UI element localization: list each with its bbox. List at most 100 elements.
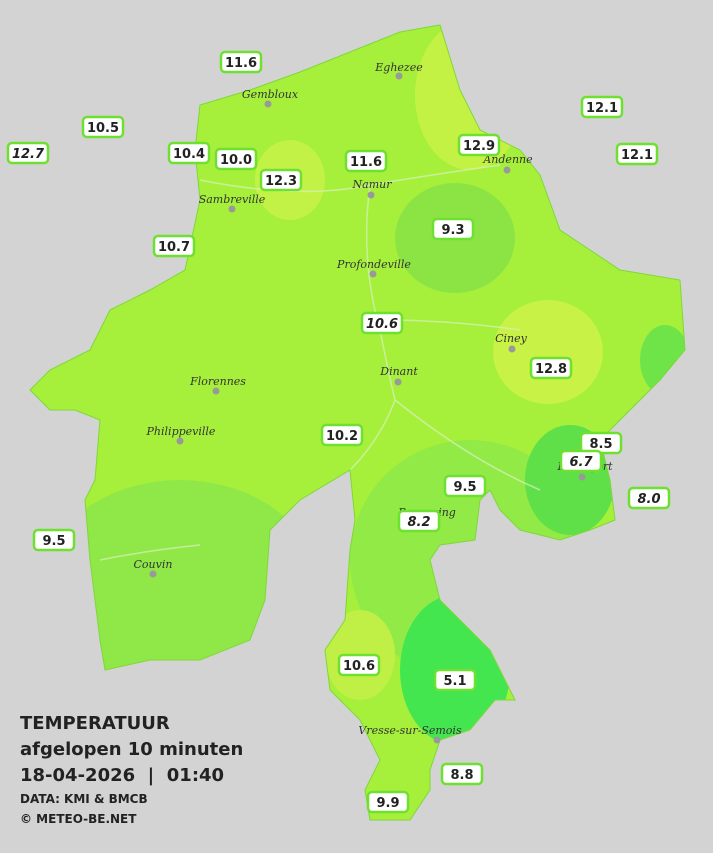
caption-subtitle: afgelopen 10 minuten: [20, 739, 243, 760]
station-reading: 10.4: [167, 141, 211, 165]
city-dot: [503, 166, 511, 174]
city-dot: [395, 72, 403, 80]
reading-box: [457, 133, 501, 157]
reading-value: 10.6: [366, 317, 398, 332]
caption-title: TEMPERATUUR: [20, 713, 170, 734]
city-label: Vresse-sur-Semois: [358, 724, 462, 737]
station-reading: 9.9: [366, 790, 410, 814]
caption-credit: © METEO-BE.NET: [20, 812, 137, 826]
city-dot: [149, 570, 157, 578]
reading-value: 12.9: [463, 139, 495, 154]
city-label: Profondeville: [336, 258, 411, 271]
reading-box: [440, 762, 484, 786]
station-reading: 8.8: [440, 762, 484, 786]
city-label: Florennes: [189, 375, 246, 388]
reading-value: 10.0: [220, 153, 252, 168]
reading-box: [32, 528, 76, 552]
city-dot: [367, 191, 375, 199]
station-reading: 10.6: [360, 311, 404, 335]
station-reading: 5.1: [433, 668, 477, 692]
station-reading: 9.3: [431, 217, 475, 241]
city-label: Sambreville: [199, 193, 266, 206]
reading-value: 12.1: [621, 148, 653, 163]
reading-value: 5.1: [443, 674, 466, 689]
city-label: Philippeville: [146, 425, 216, 438]
reading-box: [214, 147, 258, 171]
reading-box: [152, 234, 196, 258]
reading-box: [397, 509, 441, 533]
reading-value: 8.8: [450, 768, 473, 783]
station-reading: 11.6: [344, 149, 388, 173]
station-reading: 12.3: [259, 168, 303, 192]
station-reading: 8.2: [397, 509, 441, 533]
station-reading: 11.6: [219, 50, 263, 74]
reading-value: 9.5: [453, 480, 476, 495]
station-reading: 10.6: [337, 653, 381, 677]
reading-value: 8.5: [589, 437, 612, 452]
station-reading: 10.5: [81, 115, 125, 139]
reading-box: [431, 217, 475, 241]
station-reading: 12.7: [6, 141, 50, 165]
reading-box: [81, 115, 125, 139]
station-reading: 9.5: [32, 528, 76, 552]
reading-box: [360, 311, 404, 335]
reading-value: 8.2: [407, 515, 430, 530]
reading-box: [443, 474, 487, 498]
station-reading: 10.0: [214, 147, 258, 171]
reading-box: [167, 141, 211, 165]
reading-value: 10.5: [87, 121, 119, 136]
reading-box: [580, 95, 624, 119]
reading-value: 8.0: [637, 492, 660, 507]
city-label: Eghezee: [374, 61, 423, 74]
reading-value: 12.1: [586, 101, 618, 116]
reading-box: [615, 142, 659, 166]
caption-source: DATA: KMI & BMCB: [20, 792, 148, 806]
city-dot: [369, 270, 377, 278]
caption-datetime: 18-04-2026 | 01:40: [20, 765, 224, 786]
city-dot: [212, 387, 220, 395]
station-reading: 12.1: [615, 142, 659, 166]
reading-box: [6, 141, 50, 165]
station-reading: 12.1: [580, 95, 624, 119]
reading-value: 9.3: [441, 223, 464, 238]
reading-value: 9.9: [376, 796, 399, 811]
station-reading: 10.7: [152, 234, 196, 258]
reading-value: 12.3: [265, 174, 297, 189]
reading-box: [433, 668, 477, 692]
city-dot: [264, 100, 272, 108]
station-reading: 9.5: [443, 474, 487, 498]
city-label: Gembloux: [242, 88, 299, 101]
city-dot: [176, 437, 184, 445]
city-dot: [433, 736, 441, 744]
reading-value: 10.7: [158, 240, 190, 255]
reading-box: [259, 168, 303, 192]
city-label: Namur: [352, 178, 393, 191]
reading-box: [366, 790, 410, 814]
reading-value: 12.7: [12, 147, 45, 162]
city-dot: [228, 205, 236, 213]
reading-box: [337, 653, 381, 677]
city-dot: [578, 473, 586, 481]
station-reading: 8.0: [627, 486, 671, 510]
city-label: Andenne: [482, 153, 533, 166]
station-reading: 12.9: [457, 133, 501, 157]
reading-box: [529, 356, 573, 380]
reading-value: 11.6: [350, 155, 382, 170]
reading-value: 9.5: [42, 534, 65, 549]
reading-box: [627, 486, 671, 510]
reading-value: 10.2: [326, 429, 358, 444]
city-label: Couvin: [134, 558, 173, 571]
city-label: Ciney: [495, 332, 528, 345]
station-reading: 8.5: [579, 431, 623, 455]
reading-value: 10.4: [173, 147, 205, 162]
city-dot: [508, 345, 516, 353]
reading-value: 6.7: [569, 455, 593, 470]
reading-value: 12.8: [535, 362, 567, 377]
reading-box: [344, 149, 388, 173]
reading-box: [559, 449, 603, 473]
city-dot: [394, 378, 402, 386]
city-label: Dinant: [379, 365, 418, 378]
station-reading: 6.7: [559, 449, 603, 473]
reading-box: [320, 423, 364, 447]
